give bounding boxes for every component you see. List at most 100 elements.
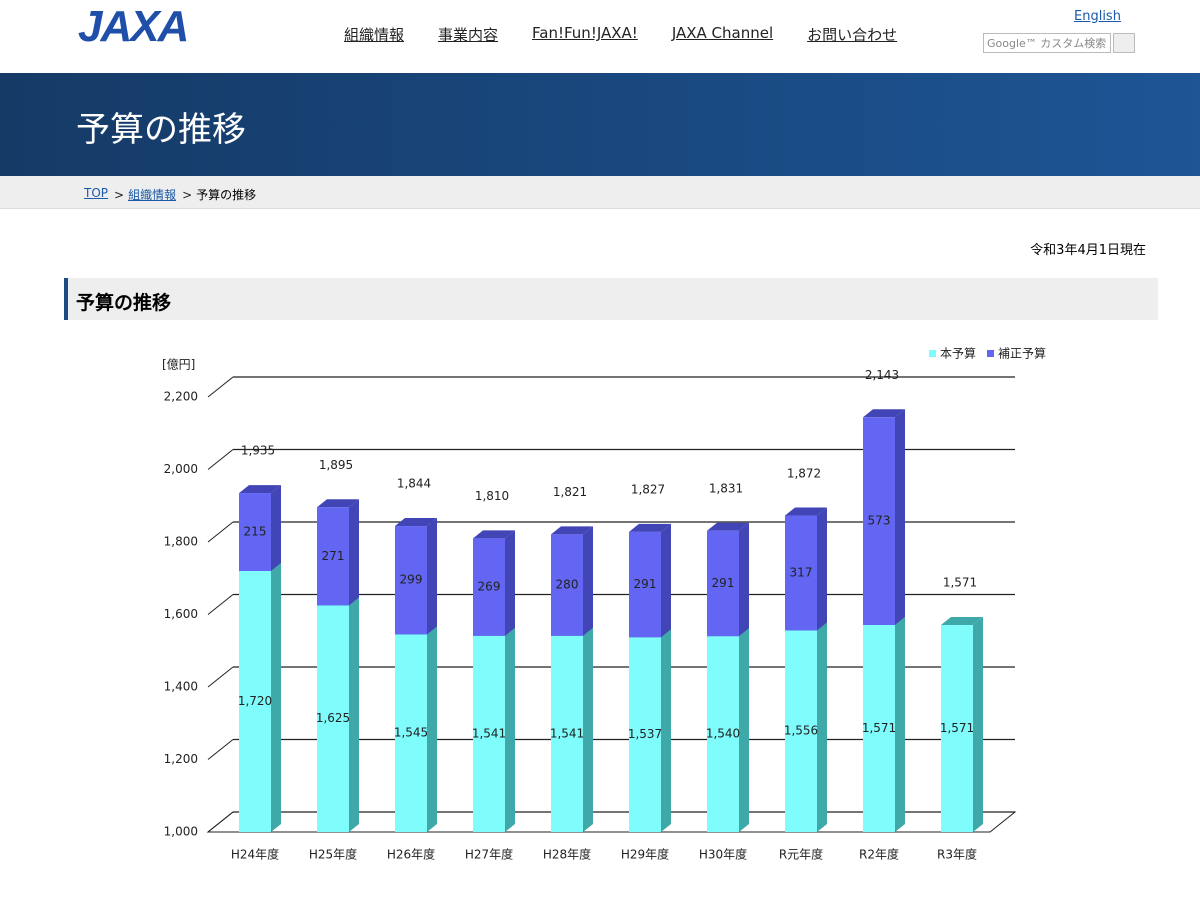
tick-mark — [207, 521, 234, 543]
total-label: 1,810 — [475, 489, 509, 503]
value-label: 1,625 — [316, 711, 350, 725]
total-label: 1,895 — [319, 458, 353, 472]
tick-mark — [207, 376, 234, 398]
bar-side — [505, 627, 515, 832]
date-note: 令和3年4月1日現在 — [1030, 243, 1146, 258]
nav: 組織情報 事業内容 Fan!Fun!JAXA! JAXA Channel お問い… — [344, 24, 897, 45]
search-button[interactable] — [1113, 33, 1135, 53]
english-link[interactable]: English — [1074, 9, 1121, 24]
value-label: 299 — [400, 573, 423, 587]
bar-side — [895, 409, 905, 626]
section-header — [64, 278, 1158, 320]
nav-link[interactable]: 事業内容 — [438, 26, 499, 44]
bar — [473, 635, 505, 832]
bar-top — [863, 409, 905, 418]
x-tick-label: H24年度 — [231, 847, 279, 862]
page-title: 予算の推移 — [76, 110, 246, 150]
y-unit: [億円] — [162, 358, 195, 372]
search-box[interactable]: Google™ カスタム検索 — [983, 33, 1111, 53]
total-label: 1,831 — [709, 481, 743, 495]
bar-side — [583, 627, 593, 832]
y-tick-label: 2,000 — [164, 462, 198, 476]
section-title: 予算の推移 — [76, 292, 172, 314]
bar-side — [505, 530, 515, 636]
bar-side — [895, 617, 905, 832]
bar — [629, 531, 661, 638]
bar — [317, 605, 349, 832]
value-label: 291 — [712, 576, 735, 590]
bar-top — [551, 526, 593, 535]
nav-link[interactable]: JAXA Channel — [671, 24, 774, 42]
nav-link[interactable]: お問い合わせ — [807, 26, 898, 44]
bar-side — [661, 629, 671, 832]
value-label: 1,540 — [706, 727, 740, 741]
x-tick-label: R2年度 — [859, 847, 899, 862]
value-label: 573 — [868, 514, 891, 528]
nav-link[interactable]: 組織情報 — [344, 26, 405, 44]
x-tick-label: H30年度 — [699, 847, 747, 862]
total-label: 1,827 — [631, 483, 665, 497]
y-tick-label: 1,600 — [164, 607, 198, 621]
bar-top — [239, 485, 281, 494]
crumb-link[interactable]: TOP — [84, 186, 109, 200]
tick-mark — [207, 594, 234, 615]
bar-side — [427, 626, 437, 832]
breadcrumb: TOP 組織情報 予算の推移 — [84, 186, 256, 203]
bar-side — [583, 526, 593, 636]
bar — [395, 526, 427, 635]
bar — [551, 635, 583, 832]
chart: [億円] 1,000 1,200 1,400 1,600 1,800 2,000 2,200… — [162, 346, 1046, 862]
y-tick-label: 1,200 — [164, 752, 198, 766]
value-label: 280 — [556, 578, 579, 592]
legend-label: 補正予算 — [998, 346, 1046, 361]
value-label: 1,545 — [394, 726, 428, 740]
value-label: 215 — [244, 525, 267, 539]
bar — [239, 571, 271, 832]
x-tick-label: H26年度 — [387, 847, 435, 862]
bar-top — [941, 617, 983, 626]
bar — [473, 538, 505, 636]
bar — [863, 625, 895, 832]
total-label: 1,844 — [397, 477, 431, 491]
logo[interactable]: JAXA — [78, 2, 189, 51]
bar-side — [349, 597, 359, 832]
bar-top — [629, 523, 671, 532]
value-label: 1,541 — [550, 726, 584, 740]
value-label: 1,541 — [472, 726, 506, 740]
total-label: 2,143 — [865, 368, 899, 382]
y-tick-label: 2,200 — [164, 390, 198, 404]
bar — [707, 636, 739, 832]
crumb-current: 予算の推移 — [182, 186, 256, 203]
tick-mark — [207, 449, 234, 470]
total-label: 1,935 — [241, 444, 275, 458]
value-label: 1,720 — [238, 694, 272, 708]
bar — [863, 417, 895, 626]
bar-side — [817, 507, 827, 631]
bar-top — [317, 499, 359, 508]
x-tick-label: R3年度 — [937, 847, 977, 862]
bar-side — [661, 523, 671, 638]
tick-mark — [207, 811, 234, 833]
bar — [395, 634, 427, 832]
value-label: 1,571 — [862, 721, 896, 735]
bar-side — [271, 485, 281, 571]
bar-side — [739, 522, 749, 637]
legend-label: 本予算 — [940, 346, 976, 361]
x-tick-label: H29年度 — [621, 847, 669, 862]
bar-side — [349, 499, 359, 606]
nav-link[interactable]: Fan!Fun!JAXA! — [532, 24, 638, 42]
bar — [551, 534, 583, 636]
y-tick-label: 1,000 — [164, 825, 198, 839]
y-tick-label: 1,800 — [164, 535, 198, 549]
bar — [629, 637, 661, 832]
bar — [785, 630, 817, 832]
tick-mark — [207, 666, 234, 688]
bar — [239, 493, 271, 571]
total-label: 1,571 — [943, 576, 977, 590]
value-label: 269 — [478, 580, 501, 594]
bar-top — [473, 530, 515, 539]
crumb-link[interactable]: 組織情報 — [114, 186, 176, 203]
legend-swatch — [987, 350, 994, 357]
bar-side — [271, 563, 281, 832]
